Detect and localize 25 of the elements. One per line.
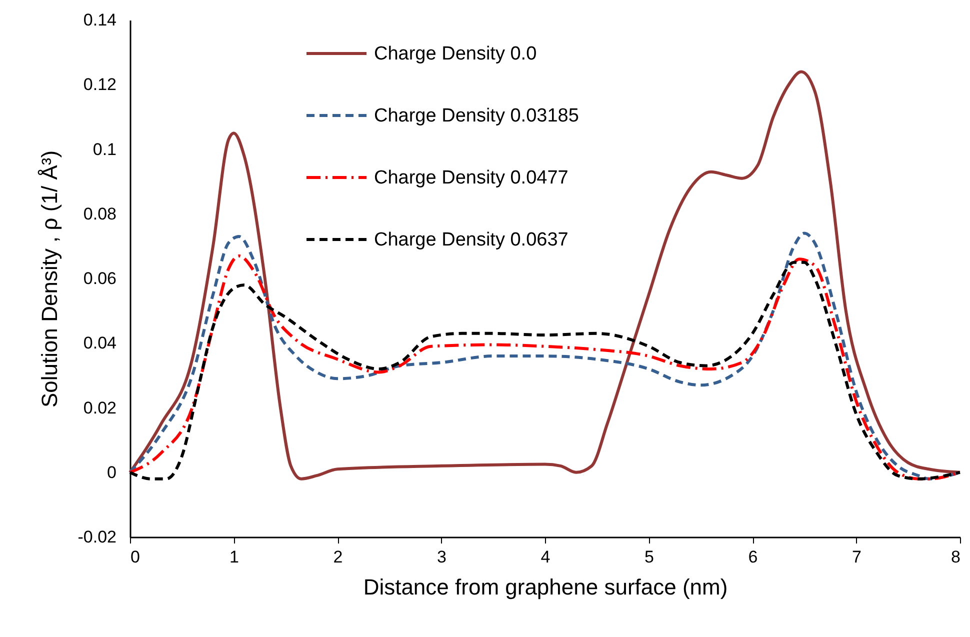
legend-label: Charge Density 0.03185: [374, 106, 579, 126]
line-series: [128, 70, 962, 480]
y-tick-label: 0.02: [83, 398, 116, 418]
legend-label: Charge Density 0.0477: [374, 168, 568, 188]
y-tick-label: 0.08: [83, 204, 116, 224]
y-axis-title: Solution Density , ρ (1/ Å³): [36, 150, 62, 408]
x-tick-label: 1: [230, 548, 239, 566]
x-tick-label: 8: [951, 548, 960, 566]
x-tick-label: 5: [644, 548, 654, 566]
x-tick-label: 7: [852, 548, 862, 566]
x-tick-label: 6: [748, 548, 758, 566]
legend-label: Charge Density 0.0: [374, 44, 537, 64]
legend-label: Charge Density 0.0637: [374, 230, 568, 250]
x-axis-title: Distance from graphene surface (nm): [363, 574, 728, 600]
x-tick-label: 4: [540, 548, 550, 566]
y-tick-label: 0.12: [83, 75, 116, 94]
y-tick-label: 0: [107, 462, 116, 482]
y-tick-label: 0.06: [83, 269, 116, 288]
x-tick-label: 0: [130, 548, 140, 566]
y-tick-label: 0.1: [92, 140, 116, 159]
y-tick-label: 0.04: [83, 334, 116, 353]
x-tick-label: 3: [437, 548, 446, 566]
y-tick-label: -0.02: [78, 528, 116, 546]
y-tick-label: 0.14: [83, 10, 116, 30]
x-tick-label: 2: [333, 548, 343, 566]
